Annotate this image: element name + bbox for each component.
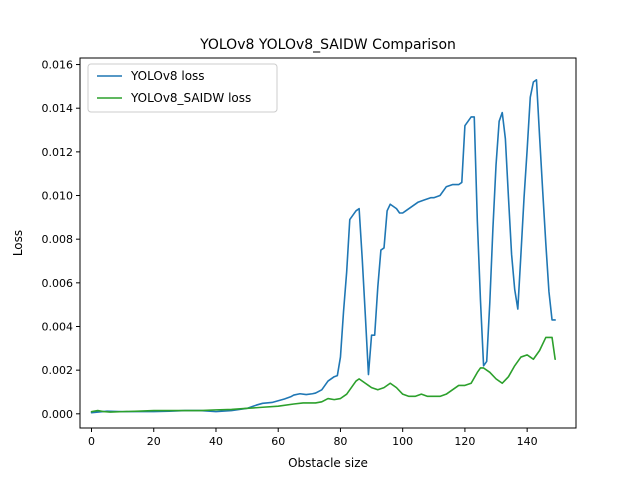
y-tick-label: 0.002: [42, 364, 74, 377]
x-tick-label: 0: [88, 435, 95, 448]
legend-box: [87, 63, 278, 113]
x-tick-label: 140: [517, 435, 538, 448]
x-tick-label: 120: [454, 435, 475, 448]
series-line-1: [90, 79, 556, 414]
x-tick-label: 80: [333, 435, 347, 448]
series-line-2: [90, 336, 556, 413]
y-tick-label: 0.014: [42, 102, 74, 115]
chart-title: YOLOv8 YOLOv8_SAIDW Comparison: [199, 37, 456, 53]
y-tick-label: 0.006: [42, 277, 74, 290]
y-tick-label: 0.016: [42, 59, 74, 72]
x-tick-label: 100: [392, 435, 413, 448]
ticks-layer: 0 20 40 60 80 100 120 140 0.000 0.002 0.004 0.006 0.…: [42, 59, 538, 448]
x-tick-label: 60: [271, 435, 285, 448]
legend-label-1: YOLOv8 loss: [130, 69, 205, 83]
x-tick-label: 20: [147, 435, 161, 448]
legend-label-2: YOLOv8_SAIDW loss: [130, 91, 251, 105]
x-tick-label: 40: [209, 435, 223, 448]
y-tick-label: 0.012: [42, 146, 74, 159]
plot-frame: [79, 57, 577, 429]
legend: YOLOv8 loss YOLOv8_SAIDW loss: [87, 63, 278, 113]
y-tick-label: 0.010: [42, 190, 74, 203]
y-tick-label: 0.000: [42, 408, 74, 421]
y-tick-label: 0.008: [42, 233, 74, 246]
series-layer: [90, 79, 556, 414]
y-axis-label: Loss: [11, 230, 25, 256]
y-tick-label: 0.004: [42, 320, 74, 333]
x-axis-label: Obstacle size: [288, 456, 368, 470]
